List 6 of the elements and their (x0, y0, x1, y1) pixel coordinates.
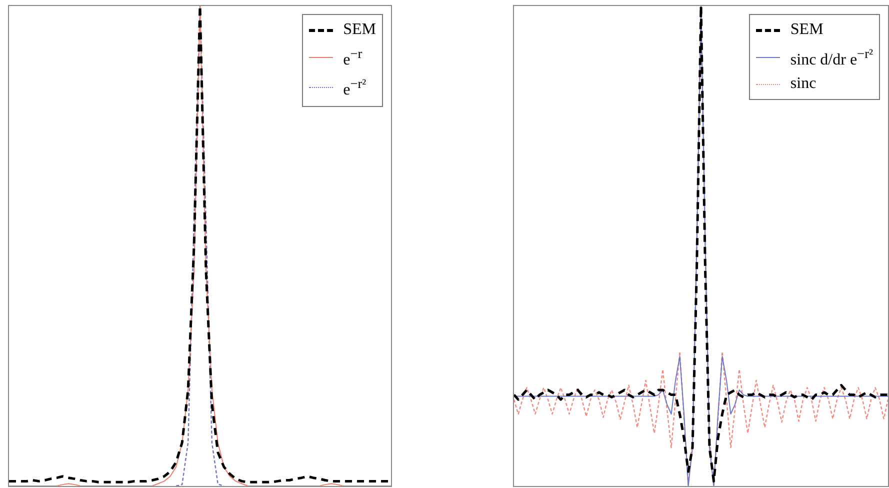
legend-label: sinc (790, 74, 816, 94)
legend-label: e$^{−r}$ (343, 45, 362, 70)
legend-label: sinc d/dr e$^{−r²}$ (790, 45, 873, 70)
legend-label: e$^{−r²}$ (343, 75, 366, 101)
legend-label: SEM (343, 20, 376, 40)
legend-label: SEM (790, 20, 824, 40)
